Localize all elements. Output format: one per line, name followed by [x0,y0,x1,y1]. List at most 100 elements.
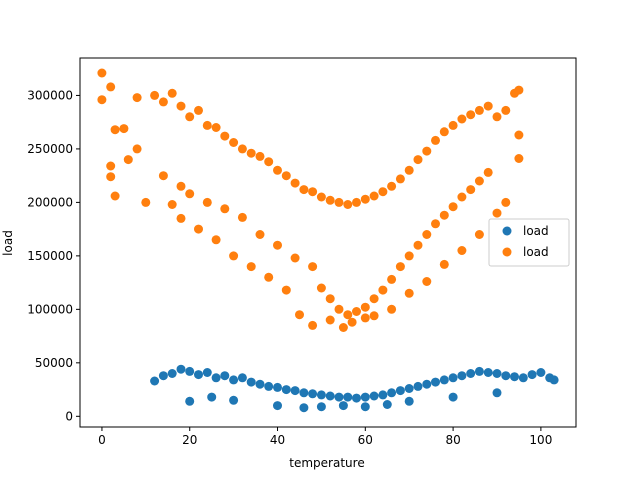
data-point [387,181,397,191]
data-point [352,197,361,207]
data-point [360,392,370,402]
data-point [325,294,335,304]
data-point [457,114,467,124]
data-point [457,246,467,255]
data-point [422,379,432,389]
data-point [514,85,524,95]
y-tick-label: 300000 [27,88,73,102]
x-tick-label: 20 [182,433,197,447]
data-point [299,388,309,398]
data-point [483,368,493,377]
data-point [202,368,212,377]
data-point [220,204,230,214]
legend-marker [502,247,512,257]
data-point [413,240,423,250]
axes-frame [79,57,577,428]
data-point [308,187,318,197]
data-point [549,375,559,385]
data-point [119,124,129,134]
data-point [237,373,247,383]
data-point [431,135,440,145]
legend-label: load [523,245,549,259]
data-point [448,120,458,130]
data-point [185,189,195,199]
data-point [290,253,300,263]
data-point [255,379,265,389]
data-point [448,202,458,212]
data-point [422,146,432,156]
data-point [237,144,247,154]
data-point [514,130,524,140]
legend: load load [488,218,570,267]
data-point [360,194,370,204]
data-point [132,93,142,103]
data-point [207,392,217,402]
y-tick-label: 0 [65,409,73,423]
data-point [325,391,335,401]
data-point [185,366,195,376]
data-point [457,192,467,202]
x-tick-label: 80 [445,433,460,447]
y-axis-label: load [1,230,15,256]
y-tick-label: 150000 [27,249,73,263]
data-point [211,235,221,245]
data-point [387,304,397,314]
data-point [404,251,414,261]
data-point [167,88,177,98]
data-point [422,277,432,286]
data-point [483,101,493,111]
data-point [404,165,414,175]
data-point [378,390,388,400]
data-point [457,371,467,381]
data-point [185,112,195,122]
x-tick-label: 0 [98,433,106,447]
data-point [334,304,344,314]
data-point [316,390,326,400]
data-point [123,155,133,165]
data-point [264,157,274,167]
data-point [448,392,458,402]
data-point [211,373,221,383]
data-point [167,200,177,209]
data-point [229,375,239,385]
data-point [369,191,379,201]
data-point [439,127,449,137]
data-point [110,125,120,135]
data-point [316,192,326,202]
data-point [194,224,203,234]
data-point [158,371,168,381]
data-point [518,373,528,383]
data-point [492,369,502,378]
data-point [439,259,449,269]
data-point [466,369,476,378]
data-point [404,396,414,406]
data-point [229,251,239,261]
data-point [290,178,300,188]
data-point [501,105,511,115]
data-point [352,307,361,316]
y-axis: 0 50000 100000 150000 200000 250000 300000 [27,88,80,423]
data-point [343,392,353,402]
data-point [413,155,423,165]
data-point [527,370,537,380]
x-tick-label: 60 [358,433,373,447]
data-point [211,123,221,132]
data-point [413,381,423,391]
data-point [299,403,309,413]
data-point [514,154,524,163]
data-point [431,377,440,387]
data-point [246,148,256,158]
data-point [378,285,388,295]
data-point [106,172,116,182]
x-axis-label: temperature [289,456,364,470]
data-point [176,213,186,223]
x-axis: 0 20 40 60 80 100 [98,427,552,447]
data-point [281,385,291,395]
data-point [281,285,291,295]
series-0 [150,364,559,413]
y-tick-label: 200000 [27,195,73,209]
x-tick-label: 100 [529,433,552,447]
data-point [246,377,256,387]
